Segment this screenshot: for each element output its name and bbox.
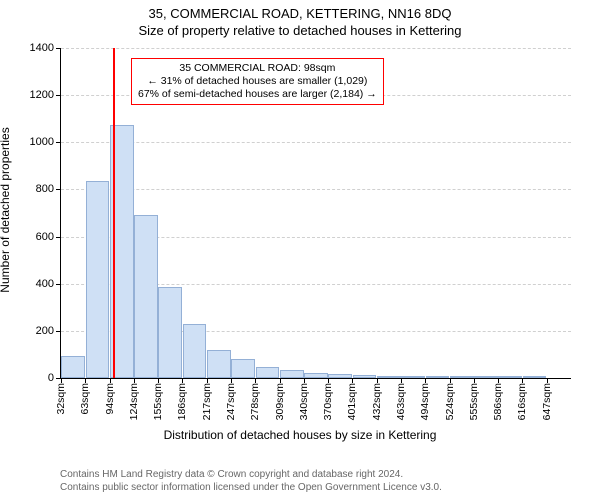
x-axis-label: Distribution of detached houses by size … [0, 428, 600, 442]
xtick-label: 616sqm [516, 383, 528, 420]
y-axis-label: Number of detached properties [0, 127, 12, 292]
xtick-label: 340sqm [298, 383, 310, 420]
histogram-bar [377, 376, 401, 378]
histogram-bar [426, 376, 450, 378]
ytick-mark [56, 237, 61, 238]
histogram-bar [450, 376, 474, 378]
xtick-label: 494sqm [419, 383, 431, 420]
histogram-bar [280, 370, 304, 378]
gridline [61, 48, 571, 49]
xtick-label: 247sqm [225, 383, 237, 420]
annotation-line1: 35 COMMERCIAL ROAD: 98sqm [138, 62, 377, 75]
gridline [61, 189, 571, 190]
ytick-mark [56, 331, 61, 332]
ytick-mark [56, 95, 61, 96]
footer-line2: Contains public sector information licen… [60, 481, 442, 494]
gridline [61, 142, 571, 143]
histogram-bar [401, 376, 425, 378]
ytick-label: 1000 [14, 136, 54, 148]
chart-title-line1: 35, COMMERCIAL ROAD, KETTERING, NN16 8DQ [0, 0, 600, 21]
xtick-label: 524sqm [444, 383, 456, 420]
xtick-label: 94sqm [104, 383, 116, 415]
ytick-label: 1400 [14, 42, 54, 54]
histogram-bar [256, 367, 280, 378]
ytick-mark [56, 189, 61, 190]
xtick-label: 401sqm [346, 383, 358, 420]
histogram-bar [207, 350, 231, 378]
plot-region: 32sqm63sqm94sqm124sqm155sqm186sqm217sqm2… [60, 48, 571, 379]
histogram-bar [158, 287, 182, 378]
histogram-bar [86, 181, 110, 378]
histogram-bar [328, 374, 352, 378]
annotation-line3: 67% of semi-detached houses are larger (… [138, 88, 377, 101]
footer-line1: Contains HM Land Registry data © Crown c… [60, 468, 442, 481]
histogram-bar [498, 376, 522, 378]
xtick-label: 217sqm [201, 383, 213, 420]
chart-container: 35, COMMERCIAL ROAD, KETTERING, NN16 8DQ… [0, 0, 600, 500]
xtick-label: 647sqm [541, 383, 553, 420]
xtick-label: 555sqm [468, 383, 480, 420]
ytick-label: 400 [14, 278, 54, 290]
annotation-box: 35 COMMERCIAL ROAD: 98sqm← 31% of detach… [131, 58, 384, 105]
xtick-label: 370sqm [322, 383, 334, 420]
ytick-label: 600 [14, 231, 54, 243]
histogram-bar [304, 373, 328, 378]
chart-title-line2: Size of property relative to detached ho… [0, 21, 600, 38]
histogram-bar [353, 375, 377, 378]
ytick-label: 800 [14, 183, 54, 195]
property-marker-line [113, 48, 115, 378]
histogram-bar [231, 359, 255, 378]
histogram-bar [134, 215, 158, 378]
xtick-label: 32sqm [55, 383, 67, 415]
xtick-label: 63sqm [79, 383, 91, 415]
xtick-label: 309sqm [274, 383, 286, 420]
xtick-label: 278sqm [249, 383, 261, 420]
ytick-label: 0 [14, 372, 54, 384]
histogram-bar [183, 324, 207, 378]
xtick-label: 463sqm [395, 383, 407, 420]
ytick-mark [56, 48, 61, 49]
annotation-line2: ← 31% of detached houses are smaller (1,… [138, 75, 377, 88]
chart-area: 32sqm63sqm94sqm124sqm155sqm186sqm217sqm2… [60, 48, 570, 408]
ytick-label: 200 [14, 325, 54, 337]
xtick-label: 124sqm [128, 383, 140, 420]
chart-footer: Contains HM Land Registry data © Crown c… [60, 468, 442, 494]
histogram-bar [523, 376, 547, 378]
ytick-mark [56, 142, 61, 143]
xtick-label: 432sqm [371, 383, 383, 420]
histogram-bar [61, 356, 85, 378]
histogram-bar [474, 376, 498, 378]
xtick-label: 186sqm [176, 383, 188, 420]
xtick-label: 155sqm [152, 383, 164, 420]
ytick-mark [56, 284, 61, 285]
ytick-label: 1200 [14, 89, 54, 101]
xtick-label: 586sqm [492, 383, 504, 420]
